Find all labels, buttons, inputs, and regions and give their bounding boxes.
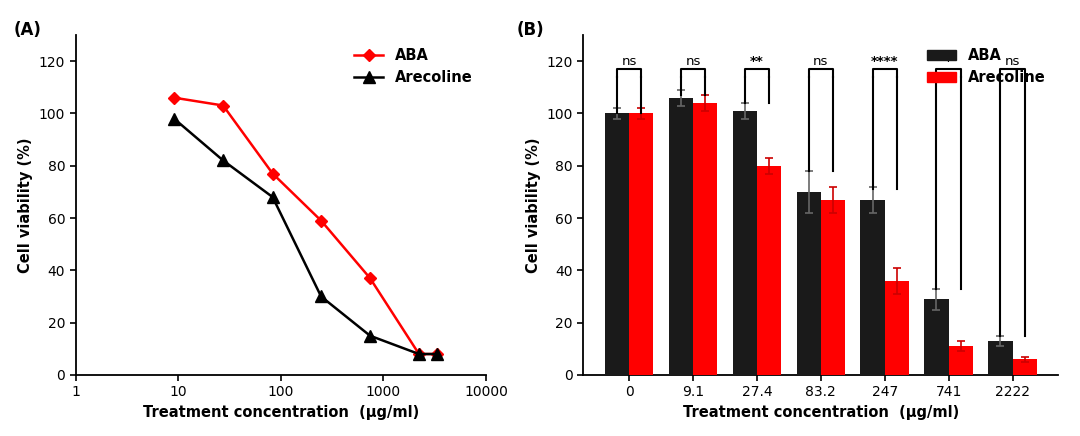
Line: Arecoline: Arecoline bbox=[168, 113, 443, 360]
Bar bbox=[693, 103, 717, 375]
X-axis label: Treatment concentration  (μg/ml): Treatment concentration (μg/ml) bbox=[683, 405, 959, 420]
Legend: ABA, Arecoline: ABA, Arecoline bbox=[921, 42, 1051, 91]
Bar bbox=[948, 346, 973, 375]
Bar bbox=[797, 192, 821, 375]
ABA bbox=[431, 351, 444, 357]
Bar bbox=[629, 113, 653, 375]
Bar bbox=[1013, 359, 1037, 375]
Arecoline bbox=[217, 158, 230, 163]
Bar bbox=[988, 341, 1013, 375]
Bar bbox=[885, 281, 909, 375]
Arecoline bbox=[413, 351, 426, 357]
Text: (B): (B) bbox=[516, 21, 544, 39]
Text: ns: ns bbox=[621, 54, 637, 68]
Legend: ABA, Arecoline: ABA, Arecoline bbox=[349, 42, 478, 91]
Text: ****: **** bbox=[870, 54, 899, 68]
X-axis label: Treatment concentration  (μg/ml): Treatment concentration (μg/ml) bbox=[143, 405, 419, 420]
Arecoline bbox=[364, 333, 377, 338]
ABA bbox=[266, 171, 279, 176]
Text: *: * bbox=[945, 54, 953, 68]
Arecoline bbox=[167, 116, 180, 121]
Arecoline bbox=[266, 194, 279, 200]
Text: **: ** bbox=[750, 54, 764, 68]
Y-axis label: Cell viability (%): Cell viability (%) bbox=[526, 137, 541, 272]
Line: ABA: ABA bbox=[170, 93, 442, 358]
Text: ns: ns bbox=[813, 54, 828, 68]
ABA bbox=[167, 95, 180, 100]
Text: ns: ns bbox=[1004, 54, 1021, 68]
ABA bbox=[314, 218, 327, 223]
ABA bbox=[413, 351, 426, 357]
Arecoline bbox=[314, 294, 327, 299]
Arecoline bbox=[431, 351, 444, 357]
Text: (A): (A) bbox=[14, 21, 42, 39]
Bar bbox=[861, 200, 885, 375]
Bar bbox=[821, 200, 845, 375]
Text: ns: ns bbox=[686, 54, 701, 68]
Bar bbox=[924, 299, 948, 375]
Bar bbox=[605, 113, 629, 375]
Bar bbox=[669, 98, 693, 375]
Y-axis label: Cell viability (%): Cell viability (%) bbox=[18, 137, 33, 272]
ABA bbox=[364, 276, 377, 281]
Bar bbox=[757, 166, 781, 375]
ABA bbox=[217, 103, 230, 108]
Bar bbox=[732, 111, 757, 375]
